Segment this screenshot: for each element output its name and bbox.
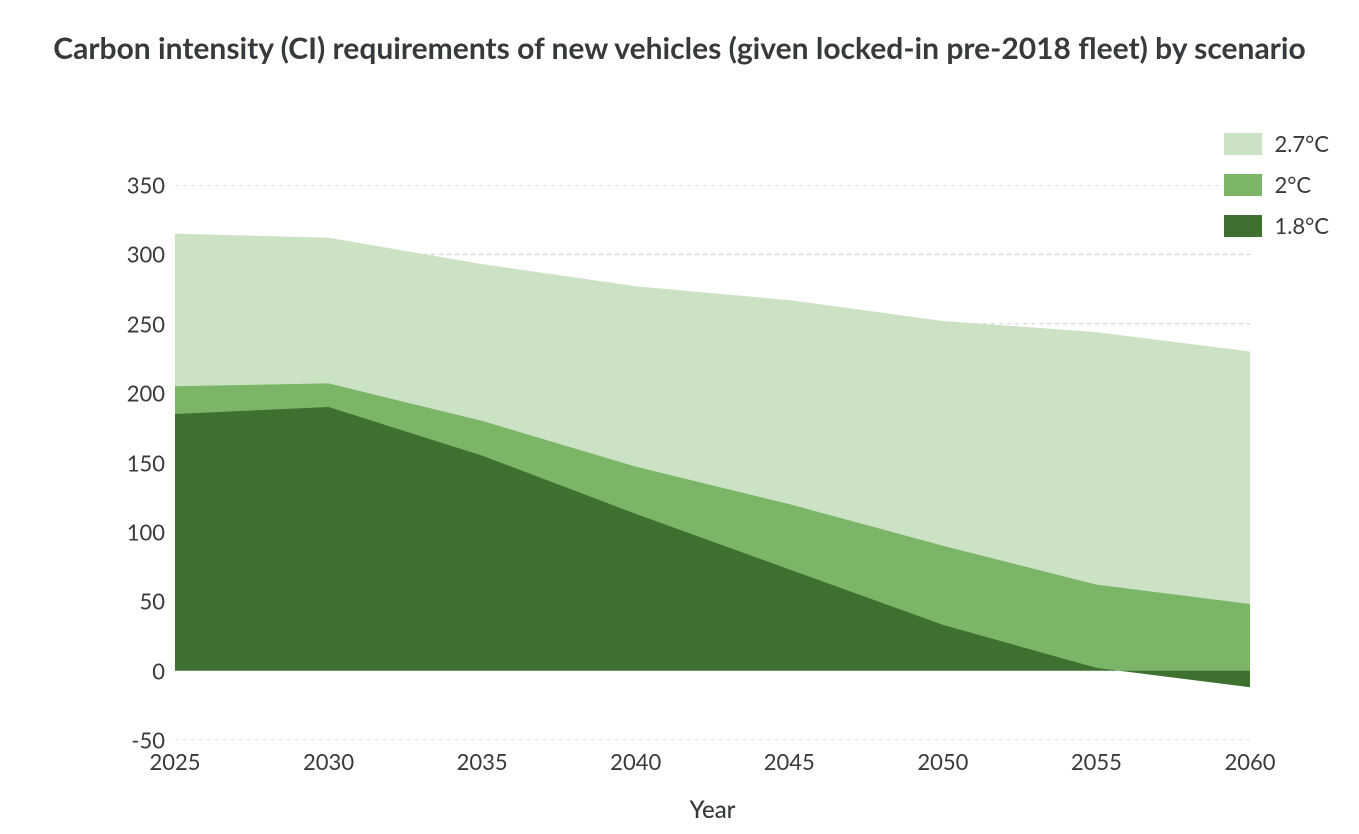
chart-container: Carbon intensity (CI) requirements of ne…: [0, 0, 1359, 834]
legend-item: 1.8°C: [1224, 212, 1329, 239]
legend-label: 2.7°C: [1274, 130, 1329, 157]
y-tick-label: 0: [115, 657, 165, 684]
x-tick-label: 2060: [1224, 748, 1275, 775]
plot-area: [175, 185, 1250, 740]
y-tick-label: 50: [115, 588, 165, 615]
x-tick-label: 2035: [457, 748, 508, 775]
x-tick-label: 2055: [1071, 748, 1122, 775]
y-tick-label: 150: [115, 449, 165, 476]
legend-label: 2°C: [1274, 171, 1311, 198]
x-tick-label: 2045: [764, 748, 815, 775]
chart-title: Carbon intensity (CI) requirements of ne…: [0, 30, 1359, 68]
x-tick-label: 2025: [149, 748, 200, 775]
x-tick-label: 2030: [303, 748, 354, 775]
legend-swatch: [1224, 215, 1262, 237]
y-tick-label: 300: [115, 241, 165, 268]
y-tick-label: 250: [115, 310, 165, 337]
legend-swatch: [1224, 174, 1262, 196]
legend-label: 1.8°C: [1274, 212, 1329, 239]
x-tick-label: 2040: [610, 748, 661, 775]
y-tick-label: 100: [115, 518, 165, 545]
y-tick-label: 350: [115, 172, 165, 199]
x-tick-label: 2050: [917, 748, 968, 775]
y-tick-label: 200: [115, 380, 165, 407]
legend-item: 2°C: [1224, 171, 1329, 198]
x-axis-label: Year: [175, 795, 1250, 824]
legend-item: 2.7°C: [1224, 130, 1329, 157]
legend: 2.7°C 2°C 1.8°C: [1224, 130, 1329, 253]
legend-swatch: [1224, 133, 1262, 155]
